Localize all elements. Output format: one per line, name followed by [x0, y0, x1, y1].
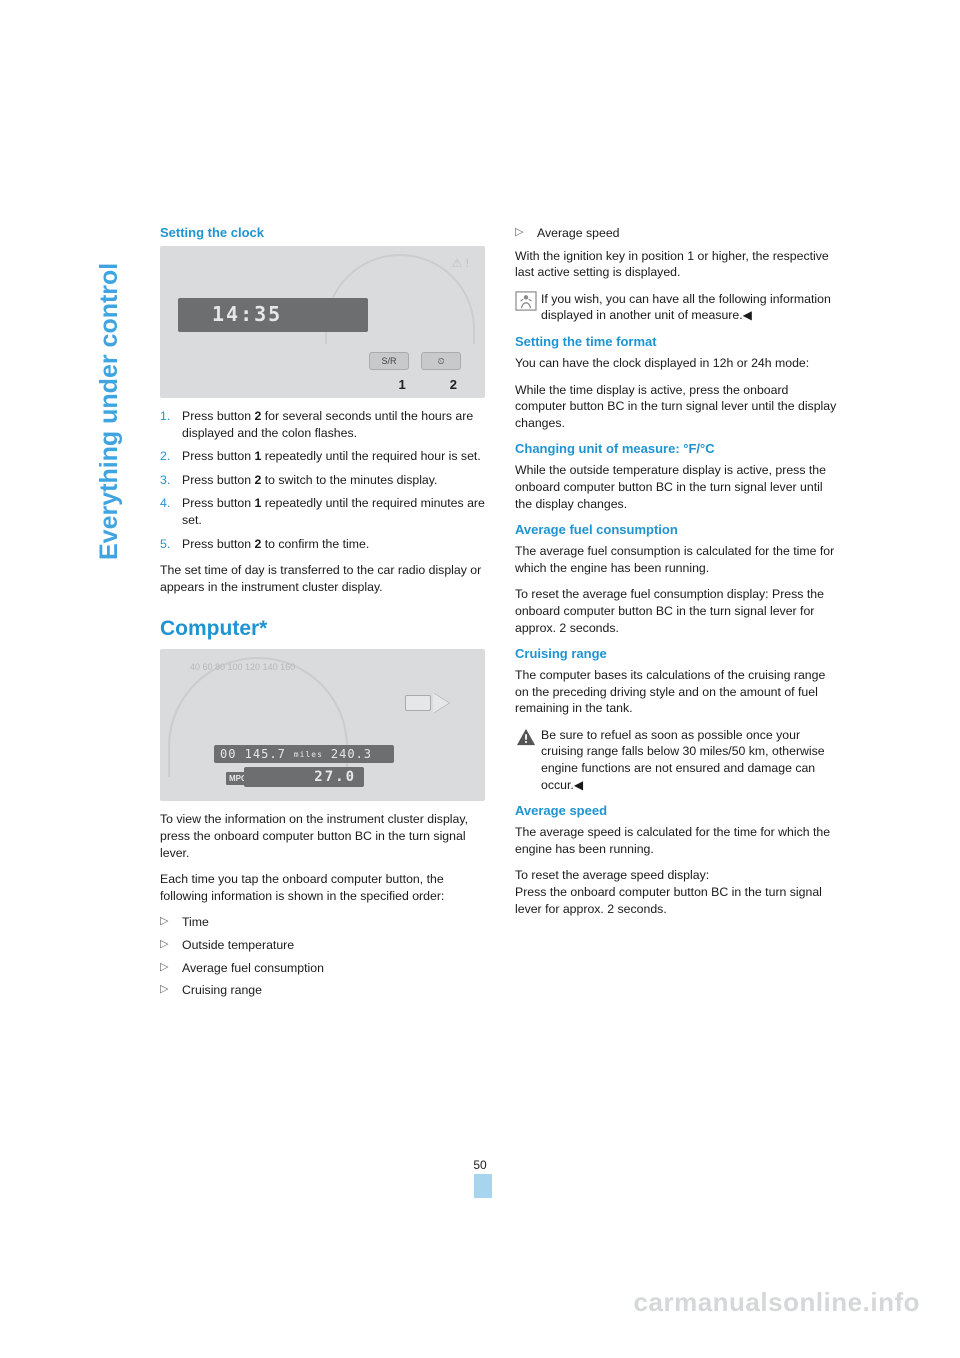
- computer-info-list-right: Average speed: [515, 225, 840, 242]
- step-number: 2.: [160, 448, 170, 465]
- lever-box-icon: [405, 695, 431, 711]
- right-p1: With the ignition key in position 1 or h…: [515, 248, 840, 281]
- clock-button-2: ⏲: [421, 352, 461, 370]
- odometer-unit: miles: [294, 750, 323, 759]
- mpg-value: 27.0: [314, 769, 356, 785]
- list-item: Cruising range: [160, 982, 485, 999]
- step-item: 5. Press button 2 to confirm the time.: [160, 536, 485, 553]
- step-text: Press button 2 to confirm the time.: [182, 537, 369, 551]
- mpg-lcd: 27.0: [244, 767, 364, 787]
- end-mark-icon: ◀: [743, 308, 752, 322]
- info-tip-block: If you wish, you can have all the follow…: [515, 291, 840, 324]
- step-item: 2. Press button 1 repeatedly until the r…: [160, 448, 485, 465]
- step-item: 1. Press button 2 for several seconds un…: [160, 408, 485, 441]
- clock-buttons-row: S/R ⏲: [369, 352, 461, 370]
- section-side-tab-label: Everything under control: [95, 263, 123, 560]
- list-item: Time: [160, 914, 485, 931]
- avg-speed-p2: To reset the average speed display: Pres…: [515, 867, 840, 917]
- heading-avg-speed: Average speed: [515, 803, 840, 818]
- clock-setting-steps: 1. Press button 2 for several seconds un…: [160, 408, 485, 552]
- manual-page: Everything under control Setting the clo…: [0, 0, 960, 1358]
- heading-cruising-range: Cruising range: [515, 646, 840, 661]
- left-column: Setting the clock ⚠ ! 14:35 S/R ⏲ 1 2: [160, 225, 485, 1005]
- step-text: Press button 2 to switch to the minutes …: [182, 473, 437, 487]
- step-text: Press button 1 repeatedly until the requ…: [182, 496, 485, 527]
- warning-block: Be sure to refuel as soon as possible on…: [515, 727, 840, 793]
- step-text: Press button 1 repeatedly until the requ…: [182, 449, 481, 463]
- heading-avg-fuel: Average fuel consumption: [515, 522, 840, 537]
- step-number: 3.: [160, 472, 170, 489]
- time-format-p2: While the time display is active, press …: [515, 382, 840, 432]
- heading-unit-measure: Changing unit of measure: °F/°C: [515, 441, 840, 456]
- clock-after-paragraph: The set time of day is transferred to th…: [160, 562, 485, 595]
- list-item: Outside temperature: [160, 937, 485, 954]
- computer-p1: To view the information on the instrumen…: [160, 811, 485, 861]
- odometer-lcd: 00 145.7 miles 240.3: [214, 745, 394, 763]
- computer-info-list-left: Time Outside temperature Average fuel co…: [160, 914, 485, 998]
- page-content: Setting the clock ⚠ ! 14:35 S/R ⏲ 1 2: [160, 225, 840, 1005]
- avg-fuel-p2: To reset the average fuel consumption di…: [515, 586, 840, 636]
- figure-computer-display: 40 60 80 100 120 140 160 00 145.7 miles …: [160, 649, 485, 801]
- unit-p1: While the outside temperature display is…: [515, 462, 840, 512]
- end-mark-icon: ◀: [574, 778, 583, 792]
- page-number: 50: [473, 1158, 486, 1172]
- clock-lcd-value: 14:35: [212, 302, 282, 326]
- cruising-p1: The computer bases its calculations of t…: [515, 667, 840, 717]
- callout-2: 2: [450, 377, 457, 392]
- list-item: Average fuel consumption: [160, 960, 485, 977]
- step-text: Press button 2 for several seconds until…: [182, 409, 473, 440]
- heading-computer: Computer*: [160, 617, 485, 641]
- step-number: 4.: [160, 495, 170, 512]
- two-column-layout: Setting the clock ⚠ ! 14:35 S/R ⏲ 1 2: [160, 225, 840, 1005]
- watermark-text: carmanualsonline.info: [634, 1287, 920, 1318]
- bc-lever-arrow: [405, 693, 449, 713]
- dash-warning-icons: ⚠ !: [452, 256, 469, 270]
- step-number: 1.: [160, 408, 170, 425]
- callout-1: 1: [399, 377, 406, 392]
- warning-text: Be sure to refuel as soon as possible on…: [541, 727, 840, 793]
- warning-triangle-icon: [515, 727, 537, 747]
- figure-clock-setting: ⚠ ! 14:35 S/R ⏲ 1 2: [160, 246, 485, 398]
- list-item: Average speed: [515, 225, 840, 242]
- step-item: 3. Press button 2 to switch to the minut…: [160, 472, 485, 489]
- page-number-tab: [474, 1174, 492, 1198]
- trip-value: 240.3: [331, 747, 372, 761]
- speedometer-ticks: 40 60 80 100 120 140 160: [190, 663, 295, 672]
- step-number: 5.: [160, 536, 170, 553]
- clock-button-1: S/R: [369, 352, 409, 370]
- clock-callout-numbers: 1 2: [399, 377, 457, 392]
- avg-speed-p1: The average speed is calculated for the …: [515, 824, 840, 857]
- odometer-value: 00 145.7: [220, 747, 286, 761]
- avg-fuel-p1: The average fuel consumption is calculat…: [515, 543, 840, 576]
- heading-time-format: Setting the time format: [515, 334, 840, 349]
- info-person-icon: [515, 291, 537, 311]
- heading-setting-clock: Setting the clock: [160, 225, 485, 240]
- computer-p2: Each time you tap the onboard computer b…: [160, 871, 485, 904]
- section-side-tab: Everything under control: [95, 263, 124, 560]
- right-column: Average speed With the ignition key in p…: [515, 225, 840, 1005]
- time-format-p1: You can have the clock displayed in 12h …: [515, 355, 840, 372]
- arrow-right-icon: [433, 693, 449, 713]
- step-item: 4. Press button 1 repeatedly until the r…: [160, 495, 485, 528]
- info-tip-text: If you wish, you can have all the follow…: [541, 291, 840, 324]
